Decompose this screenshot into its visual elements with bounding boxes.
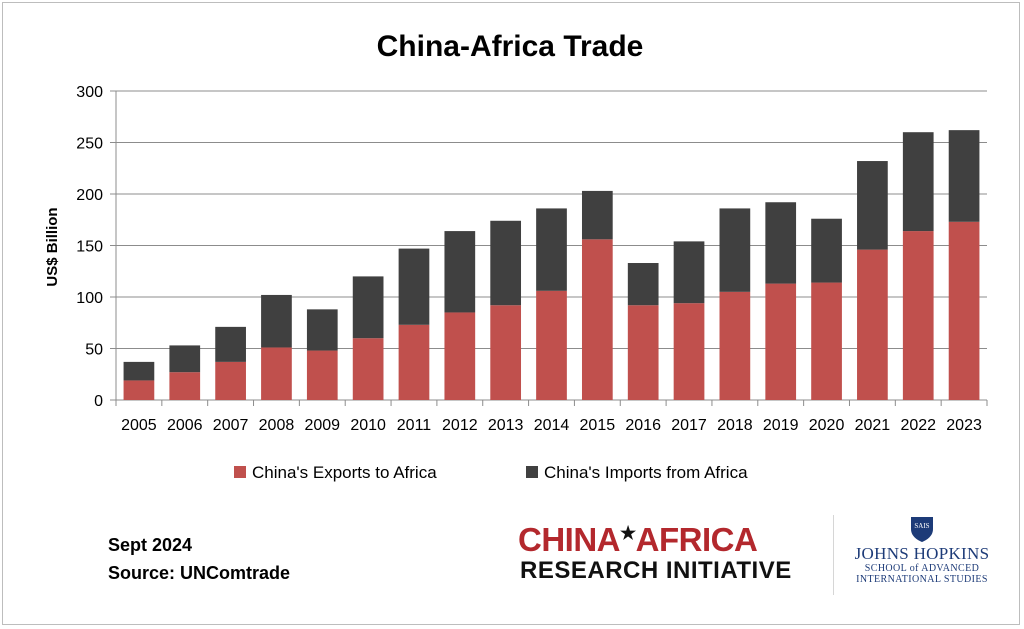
x-tick-label: 2015 (580, 417, 616, 434)
footer-source: Source: UNComtrade (108, 563, 291, 583)
x-tick-label: 2020 (809, 417, 845, 434)
y-tick-layer: 0 50 100 150 200 250 300 (76, 84, 103, 410)
chart-title: China-Africa Trade (377, 30, 644, 63)
bar-imports-2011 (398, 248, 430, 325)
bar-imports-2010 (352, 276, 384, 339)
y-tick-label: 300 (76, 84, 103, 101)
cari-logo-line1: CHINA★AFRICA (518, 521, 758, 563)
bar-imports-2009 (306, 309, 338, 351)
legend-label-exports: China's Exports to Africa (252, 463, 437, 482)
x-tick-label: 2005 (121, 417, 157, 434)
x-tick-label: 2014 (534, 417, 570, 434)
jhu-name: JOHNS HOPKINS (854, 544, 990, 563)
bar-exports-2017 (673, 303, 705, 400)
bar-exports-2005 (123, 380, 155, 400)
y-axis-label: US$ Billion (44, 207, 61, 286)
bar-imports-2008 (261, 294, 292, 348)
bar-imports-2012 (444, 231, 476, 313)
x-tick-label: 2023 (946, 417, 982, 434)
y-tick-label: 250 (76, 136, 103, 153)
bar-exports-2020 (811, 282, 842, 400)
bar-exports-2015 (581, 239, 613, 400)
legend-swatch-exports (234, 466, 246, 478)
bar-imports-2018 (719, 208, 751, 292)
bar-imports-2023 (948, 130, 980, 222)
x-tick-label: 2010 (350, 417, 386, 434)
cari-logo-africa: AFRICA (635, 521, 758, 558)
cari-logo-line2: RESEARCH INITIATIVE (520, 557, 792, 584)
x-tick-label: 2008 (259, 417, 295, 434)
y-tick-label: 200 (76, 187, 103, 204)
x-tick-label: 2018 (717, 417, 753, 434)
bar-exports-2018 (719, 291, 751, 400)
bar-exports-2011 (398, 324, 430, 400)
legend-label-imports: China's Imports from Africa (544, 463, 748, 482)
bar-imports-2019 (765, 202, 797, 284)
bar-imports-2014 (536, 208, 567, 291)
y-tick-label: 150 (76, 239, 103, 256)
bar-imports-2016 (627, 263, 659, 306)
x-tick-label: 2016 (625, 417, 661, 434)
star-icon: ★ (620, 523, 636, 543)
johns-hopkins-sais-logo: SAIS JOHNS HOPKINS SCHOOL of ADVANCED IN… (842, 515, 1002, 595)
bar-exports-2019 (765, 283, 797, 400)
bar-imports-2020 (811, 218, 842, 283)
bar-layer (123, 130, 980, 400)
y-tick-label: 0 (94, 393, 103, 410)
x-tick-label: 2011 (397, 417, 432, 434)
bar-exports-2008 (261, 347, 292, 400)
china-africa-research-initiative-logo: CHINA★AFRICA RESEARCH INITIATIVE (518, 522, 818, 592)
bar-exports-2013 (490, 305, 522, 400)
x-tick-label: 2009 (304, 417, 340, 434)
sais-shield-text: SAIS (914, 522, 929, 530)
bar-exports-2010 (352, 338, 384, 400)
bar-exports-2007 (215, 361, 246, 400)
bar-imports-2013 (490, 220, 522, 306)
x-tick-label: 2007 (213, 417, 249, 434)
y-tick-label: 50 (85, 342, 103, 359)
x-tick-label: 2019 (763, 417, 799, 434)
bar-exports-2012 (444, 312, 476, 400)
legend: China's Exports to Africa China's Imports… (234, 463, 748, 482)
bar-exports-2023 (948, 221, 980, 400)
x-tick-label: 2017 (671, 417, 707, 434)
y-tick-label: 100 (76, 290, 103, 307)
bar-exports-2021 (857, 249, 888, 400)
bar-imports-2005 (123, 361, 155, 381)
logo-divider (833, 515, 834, 595)
cari-logo-china: CHINA (518, 521, 621, 558)
x-tick-label: 2022 (900, 417, 936, 434)
bar-exports-2006 (169, 372, 201, 400)
x-tick-label: 2013 (488, 417, 524, 434)
x-tick-label: 2012 (442, 417, 478, 434)
x-tick-layer: 2005 2006 2007 2008 2009 2010 2011 2012 2013 2014… (115, 400, 988, 434)
jhu-school-line1: SCHOOL of ADVANCED (864, 563, 980, 574)
x-tick-label: 2021 (855, 417, 891, 434)
bar-imports-2015 (581, 190, 613, 240)
bar-imports-2021 (857, 161, 888, 250)
sais-shield-icon: SAIS (911, 517, 933, 542)
bar-exports-2022 (902, 231, 934, 400)
bar-imports-2017 (673, 241, 705, 304)
bar-exports-2016 (627, 305, 659, 400)
bar-imports-2006 (169, 345, 201, 373)
jhu-school-line2: INTERNATIONAL STUDIES (856, 574, 988, 585)
bar-imports-2022 (902, 132, 934, 232)
x-tick-label: 2006 (167, 417, 203, 434)
bar-exports-2009 (306, 350, 338, 400)
legend-swatch-imports (526, 466, 538, 478)
bar-exports-2014 (536, 290, 567, 400)
footer-date: Sept 2024 (108, 535, 193, 555)
bar-imports-2007 (215, 326, 246, 362)
